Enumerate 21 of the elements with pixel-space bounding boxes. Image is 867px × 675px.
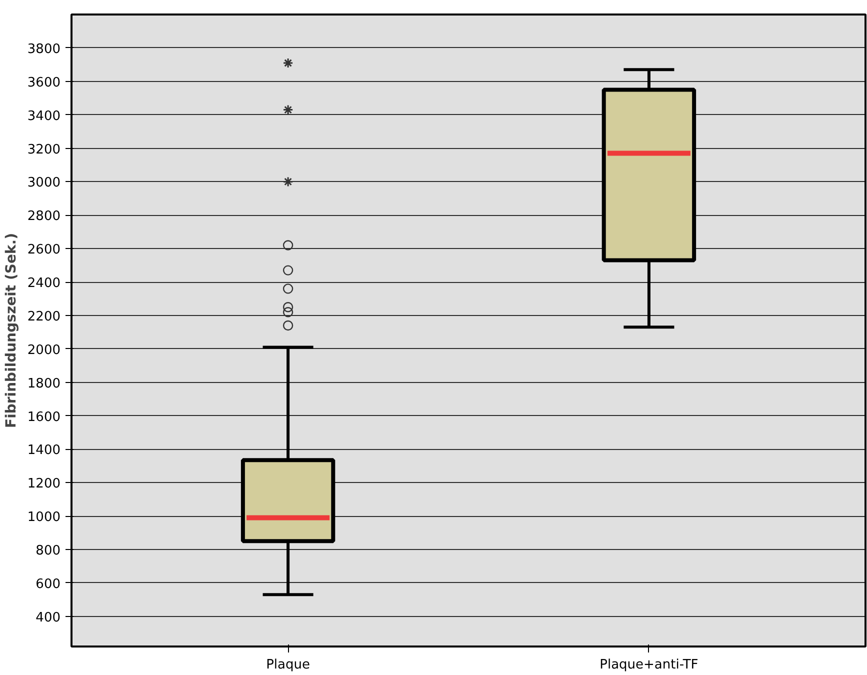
y-tick-label: 1600 bbox=[27, 410, 61, 425]
x-tick-label: Plaque bbox=[266, 658, 310, 672]
y-tick-label: 1400 bbox=[27, 443, 61, 458]
y-tick-label: 3400 bbox=[27, 108, 61, 124]
y-tick-label: 600 bbox=[36, 576, 61, 592]
y-tick-label: 400 bbox=[36, 610, 61, 626]
y-tick-label: 3800 bbox=[27, 42, 61, 57]
y-tick-label: 2800 bbox=[27, 209, 61, 224]
y-tick-label: 2000 bbox=[27, 342, 61, 358]
x-tick-label: Plaque+anti-TF bbox=[600, 658, 698, 672]
y-tick-label: 1000 bbox=[27, 510, 61, 526]
y-tick-label: 2600 bbox=[27, 242, 61, 258]
y-tick-label: 2400 bbox=[27, 276, 61, 292]
y-tick-label: 3600 bbox=[27, 75, 61, 90]
y-tick-label: 800 bbox=[36, 544, 61, 559]
y-tick-label: 3200 bbox=[27, 142, 61, 158]
y-tick-label: 3000 bbox=[27, 176, 61, 191]
y-tick-label: 2200 bbox=[27, 309, 61, 324]
y-tick-label: 1200 bbox=[27, 476, 61, 492]
y-tick-label: 1800 bbox=[27, 376, 61, 392]
y-axis-title: Fibrinbildungszeit (Sek.) bbox=[3, 233, 20, 428]
